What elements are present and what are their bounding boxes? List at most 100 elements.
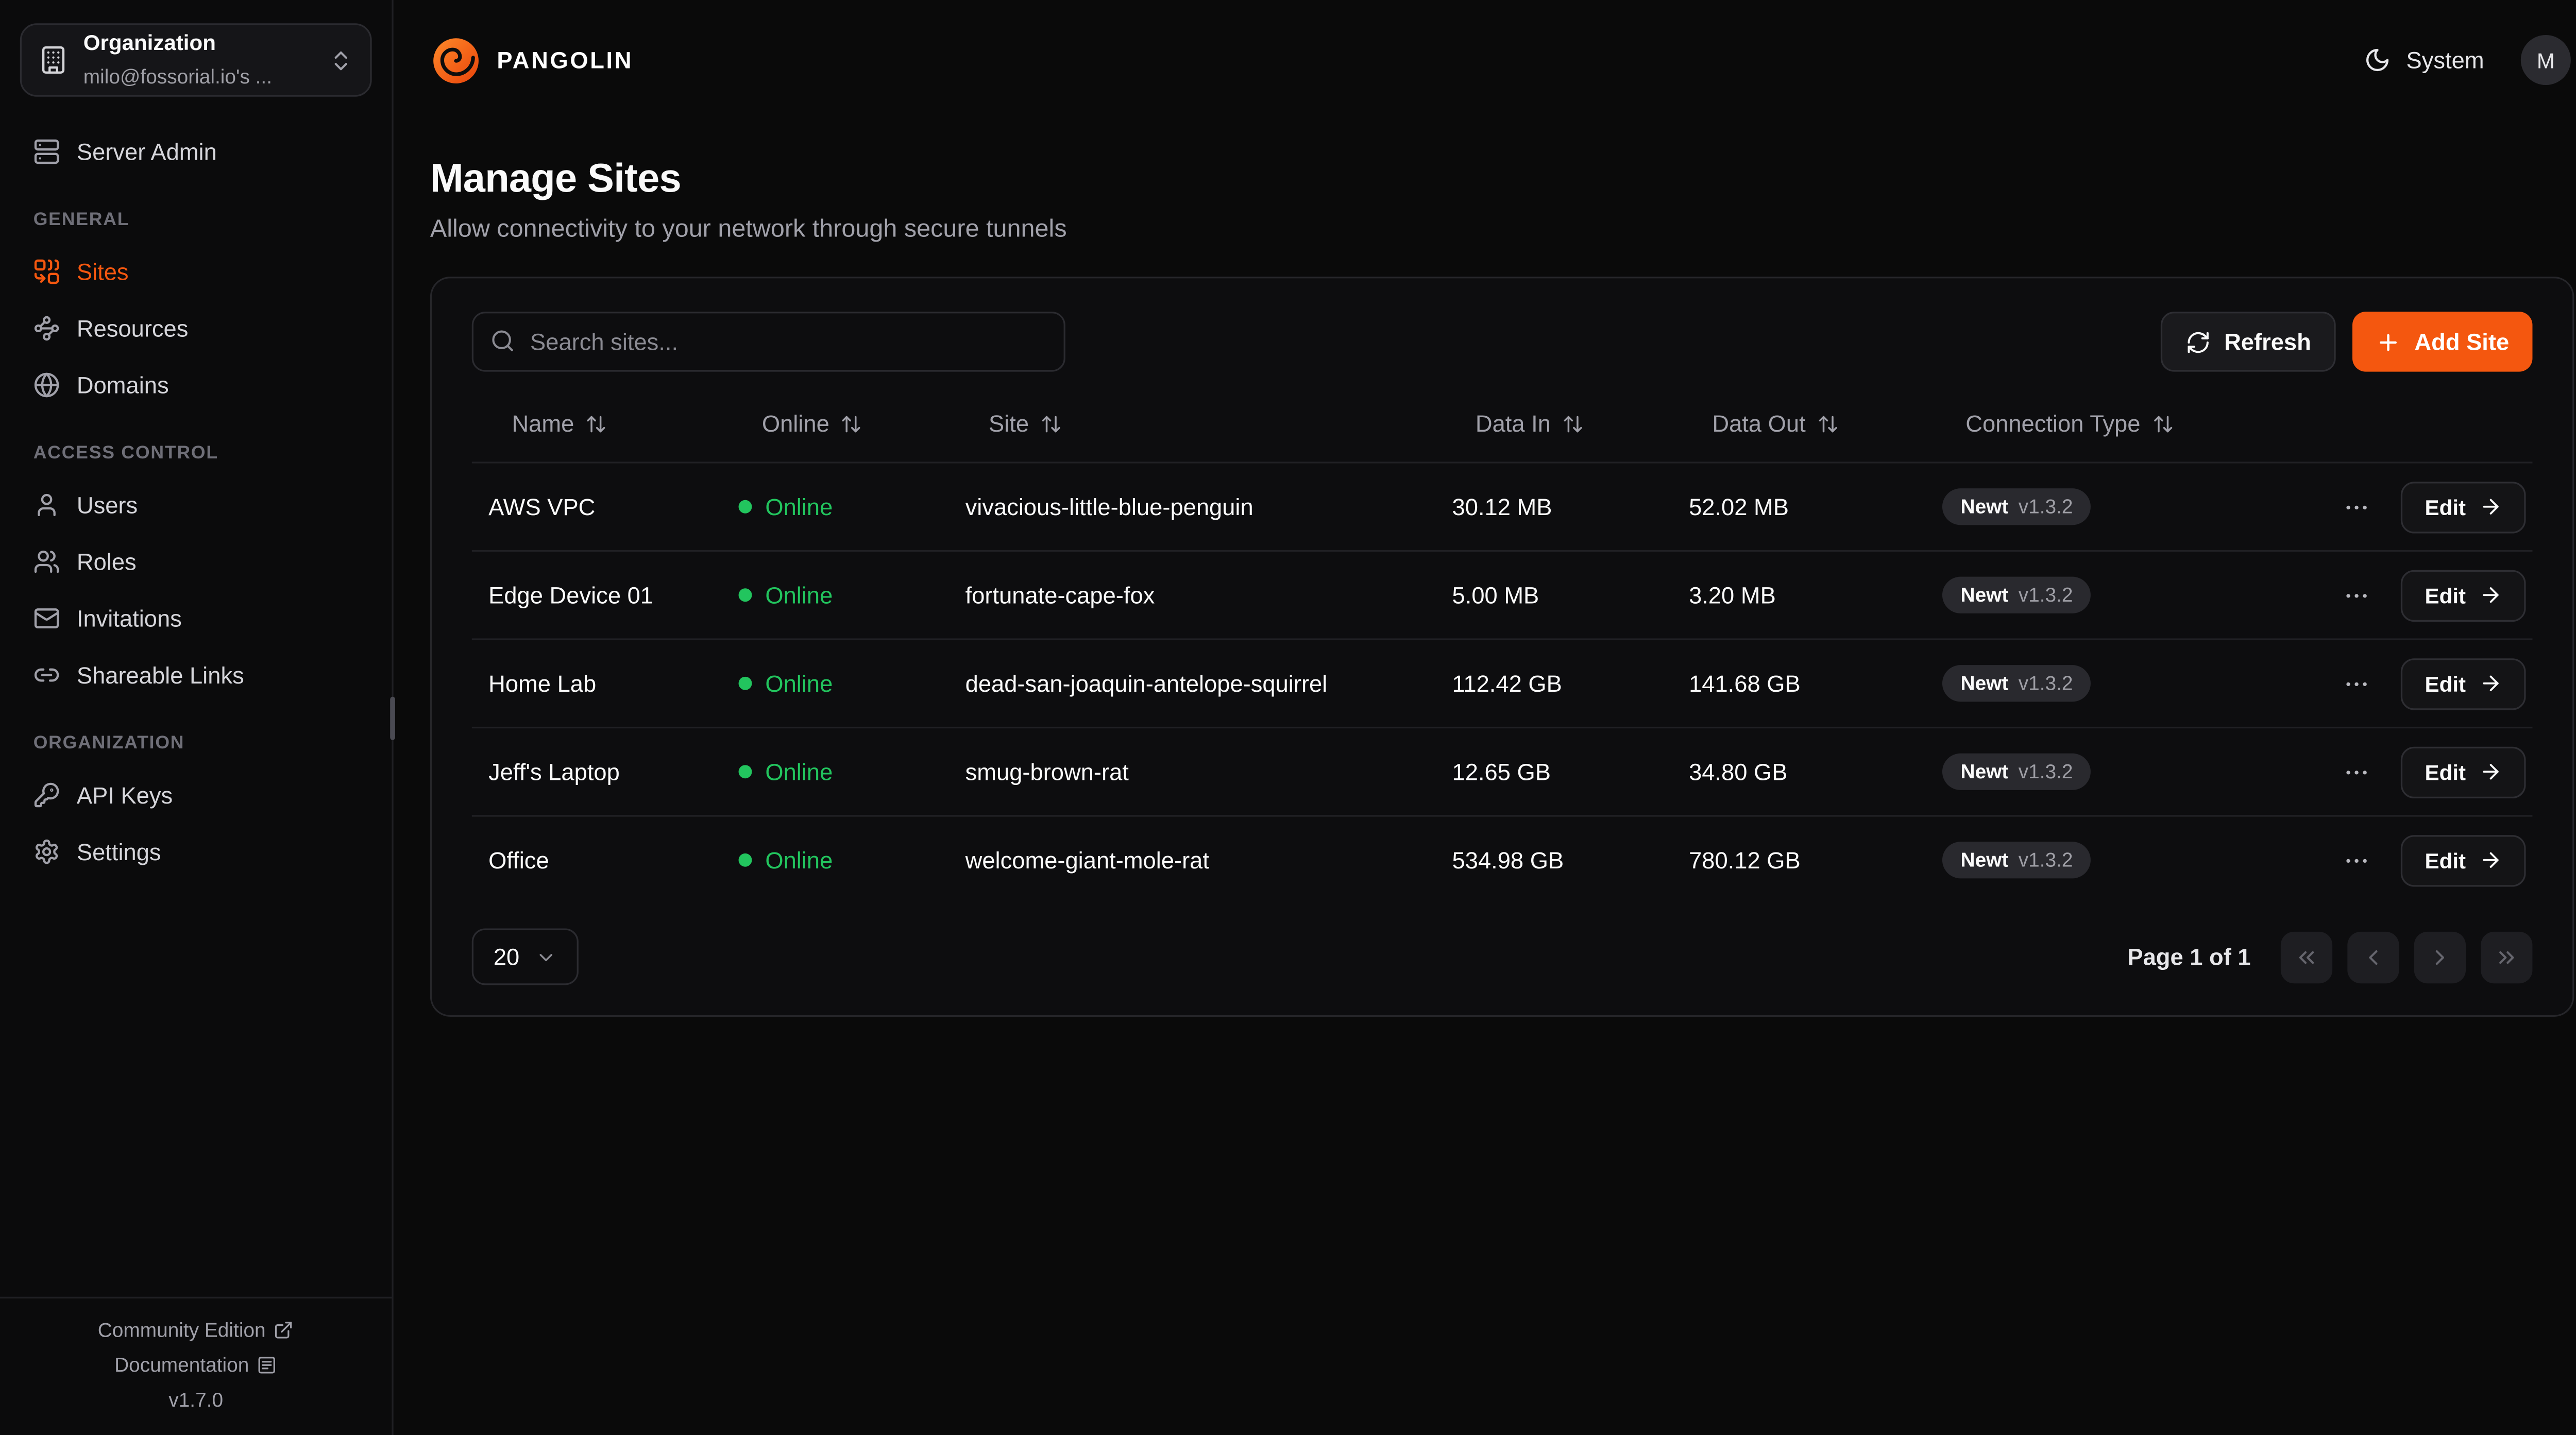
pangolin-logo-icon <box>430 34 482 86</box>
server-icon <box>33 139 60 165</box>
org-subtitle: milo@fossorial.io's ... <box>83 65 273 89</box>
refresh-icon <box>2186 329 2211 354</box>
user-icon <box>33 492 60 519</box>
sort-icon <box>586 413 607 434</box>
previous-page-button[interactable] <box>2347 931 2399 983</box>
data-out-value: 3.20 MB <box>1689 582 1776 609</box>
sidebar-item-settings[interactable]: Settings <box>13 827 379 877</box>
section-heading-organization: ORGANIZATION <box>33 733 185 754</box>
chevrons-up-down-icon <box>328 47 353 73</box>
documentation-link[interactable]: Documentation <box>114 1354 277 1377</box>
site-name: Jeff's Laptop <box>488 758 620 785</box>
row-menu-button[interactable] <box>2336 662 2378 704</box>
column-header-data-in[interactable]: Data In <box>1435 410 1672 437</box>
connection-type-badge: Newt v1.3.2 <box>1942 753 2092 790</box>
org-selector[interactable]: Organization milo@fossorial.io's ... <box>20 23 372 97</box>
table-toolbar: Refresh Add Site <box>471 312 2533 372</box>
sidebar-item-label: Roles <box>76 548 137 575</box>
site-status: Online <box>722 493 948 520</box>
topbar-right: System M <box>2365 35 2571 86</box>
row-menu-button[interactable] <box>2336 751 2378 793</box>
column-header-data-out[interactable]: Data Out <box>1672 410 1926 437</box>
sidebar-item-invitations[interactable]: Invitations <box>13 593 379 643</box>
mail-icon <box>33 605 60 632</box>
last-page-button[interactable] <box>2481 931 2533 983</box>
brand[interactable]: PANGOLIN <box>430 34 633 86</box>
plus-icon <box>2376 329 2401 354</box>
gear-icon <box>33 839 60 865</box>
row-menu-button[interactable] <box>2336 839 2378 881</box>
org-title: Organization <box>83 30 216 55</box>
site-status: Online <box>722 758 948 785</box>
org-selector-texts: Organization milo@fossorial.io's ... <box>83 27 314 93</box>
column-header-connection-type[interactable]: Connection Type <box>1926 410 2259 437</box>
edit-button[interactable]: Edit <box>2401 569 2526 621</box>
data-out-value: 780.12 GB <box>1689 846 1801 874</box>
next-page-button[interactable] <box>2414 931 2466 983</box>
row-menu-button[interactable] <box>2336 486 2378 527</box>
edit-button[interactable]: Edit <box>2401 746 2526 798</box>
edit-button[interactable]: Edit <box>2401 657 2526 709</box>
sidebar-item-sites[interactable]: Sites <box>13 247 379 297</box>
site-status: Online <box>722 670 948 697</box>
sidebar-resize-handle[interactable] <box>390 696 395 740</box>
arrow-right-icon <box>2479 584 2502 607</box>
sidebar-item-label: Shareable Links <box>76 661 244 689</box>
column-header-name[interactable]: Name <box>472 410 722 437</box>
arrow-right-icon <box>2479 760 2502 783</box>
edit-button[interactable]: Edit <box>2401 834 2526 886</box>
table-row: Office Online welcome-giant-mole-rat 534… <box>471 815 2533 903</box>
sidebar-item-domains[interactable]: Domains <box>13 360 379 410</box>
external-link-icon <box>274 1320 294 1340</box>
page-size-select[interactable]: 20 <box>471 928 578 985</box>
row-menu-button[interactable] <box>2336 574 2378 616</box>
sidebar-item-label: Sites <box>76 258 129 285</box>
row-actions: Edit <box>2259 746 2533 798</box>
sidebar-item-server-admin[interactable]: Server Admin <box>13 127 379 177</box>
site-slug: welcome-giant-mole-rat <box>965 846 1210 874</box>
sidebar-item-shareable-links[interactable]: Shareable Links <box>13 650 379 700</box>
column-header-site[interactable]: Site <box>948 410 1435 437</box>
connection-type-badge: Newt v1.3.2 <box>1942 842 2092 879</box>
sidebar-footer: Community Edition Documentation v1.7.0 <box>0 1296 392 1435</box>
pagination: Page 1 of 1 <box>2127 931 2533 983</box>
sidebar-item-roles[interactable]: Roles <box>13 537 379 587</box>
edit-button[interactable]: Edit <box>2401 481 2526 533</box>
page-title: Manage Sites <box>430 157 682 202</box>
site-name: AWS VPC <box>488 493 596 520</box>
connection-type-badge: Newt v1.3.2 <box>1942 576 2092 613</box>
search-icon <box>490 328 515 353</box>
sites-card: Refresh Add Site Name Onl <box>430 277 2574 1017</box>
site-status: Online <box>722 582 948 608</box>
column-header-online[interactable]: Online <box>722 410 948 437</box>
search-input[interactable] <box>471 312 1065 372</box>
data-in-value: 534.98 GB <box>1452 846 1564 874</box>
sort-icon <box>1817 413 1839 434</box>
connection-type-cell: Newt v1.3.2 <box>1926 488 2259 525</box>
online-dot-icon <box>738 853 752 867</box>
row-actions: Edit <box>2259 834 2533 886</box>
section-heading-general: GENERAL <box>33 210 130 230</box>
sidebar-item-api-keys[interactable]: API Keys <box>13 770 379 820</box>
first-page-button[interactable] <box>2280 931 2333 983</box>
sidebar-item-label: Server Admin <box>76 138 217 165</box>
theme-toggle[interactable]: System <box>2365 47 2484 73</box>
refresh-button[interactable]: Refresh <box>2161 312 2336 372</box>
page-info: Page 1 of 1 <box>2127 943 2251 970</box>
search-box <box>471 312 1065 372</box>
sidebar-item-resources[interactable]: Resources <box>13 303 379 353</box>
main-content: PANGOLIN System M Manage Sites Allow con… <box>394 0 2576 1435</box>
sidebar-item-label: Resources <box>76 315 189 342</box>
site-slug: smug-brown-rat <box>965 758 1129 785</box>
sort-icon <box>1041 413 1062 434</box>
community-edition-link[interactable]: Community Edition <box>98 1319 294 1342</box>
row-actions: Edit <box>2259 481 2533 533</box>
arrow-right-icon <box>2479 848 2502 872</box>
avatar[interactable]: M <box>2520 35 2571 86</box>
add-site-button[interactable]: Add Site <box>2352 312 2533 372</box>
documentation-icon <box>258 1355 278 1375</box>
building-icon <box>38 45 68 75</box>
site-slug: vivacious-little-blue-penguin <box>965 493 1253 520</box>
connection-type-cell: Newt v1.3.2 <box>1926 576 2259 613</box>
sidebar-item-users[interactable]: Users <box>13 480 379 530</box>
